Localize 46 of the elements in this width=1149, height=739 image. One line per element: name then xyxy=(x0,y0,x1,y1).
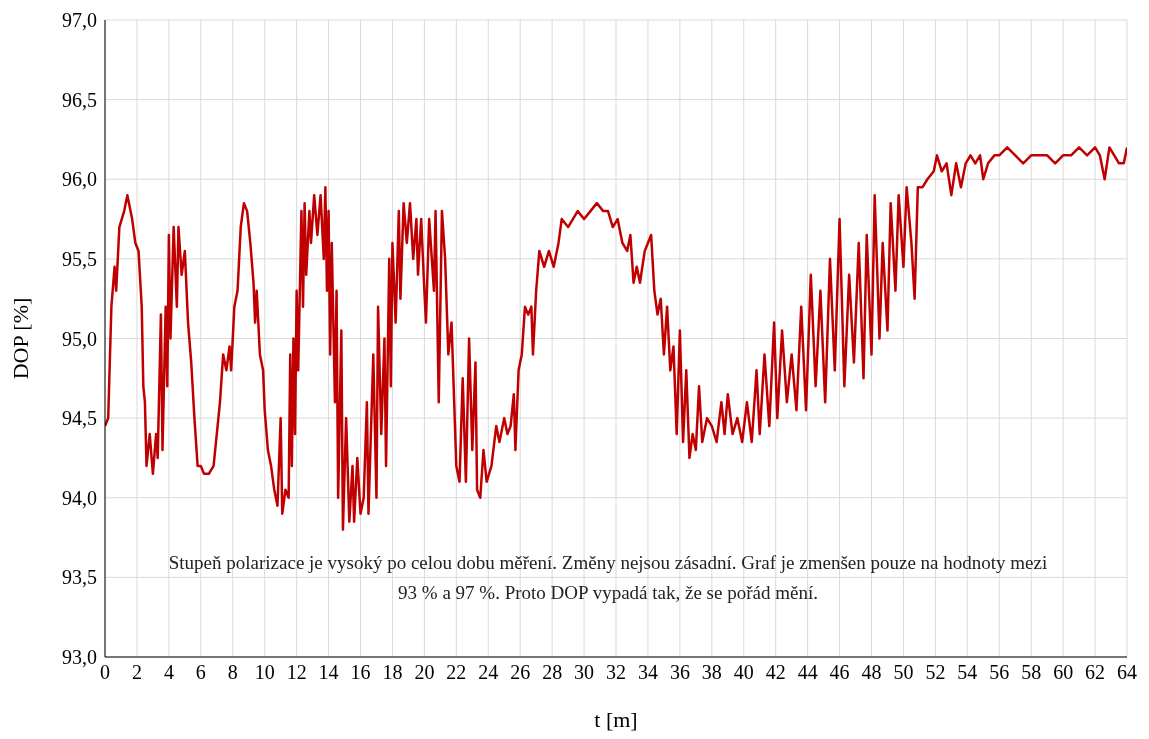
x-tick-label: 32 xyxy=(606,661,626,684)
x-tick-label: 36 xyxy=(669,661,690,684)
x-tick-label: 60 xyxy=(1053,661,1074,684)
x-tick-label: 56 xyxy=(989,661,1010,684)
x-tick-label: 44 xyxy=(797,661,818,684)
x-tick-label: 10 xyxy=(254,661,275,684)
y-tick-label: 93,5 xyxy=(62,566,97,589)
annotation: Stupeň polarizace je vysoký po celou dobu měření. Změny nejsou zásadní. Graf je zmenšen pouze na hodnoty mezi 93 % a 97 %. Proto DOP vypadá tak, že se pořád mění. xyxy=(167,551,1049,605)
y-axis-title: DOP [%] xyxy=(7,297,33,380)
y-tick-label: 96,5 xyxy=(62,88,97,111)
x-tick-label: 28 xyxy=(542,661,563,684)
x-tick-label: 22 xyxy=(446,661,467,684)
line-series xyxy=(105,146,1127,531)
x-axis-title: t [m] xyxy=(594,707,638,732)
x-tick-label: 18 xyxy=(382,661,403,684)
x-tick-label: 30 xyxy=(574,661,595,684)
x-tick-label: 8 xyxy=(227,661,238,684)
x-tick-label: 62 xyxy=(1085,661,1106,684)
x-tick-label: 26 xyxy=(510,661,531,684)
y-tick-label: 94,5 xyxy=(62,407,97,430)
x-tick-label: 46 xyxy=(829,661,850,684)
y-tick-label: 95,5 xyxy=(62,247,97,270)
x-tick-label: 52 xyxy=(925,661,946,684)
y-tick-label: 97,0 xyxy=(62,9,97,32)
x-tick-label: 40 xyxy=(733,661,754,684)
x-tick-label: 6 xyxy=(195,661,206,684)
x-tick-label: 50 xyxy=(893,661,914,684)
y-tick-label: 95,0 xyxy=(62,327,97,350)
x-tick-label: 34 xyxy=(637,661,658,684)
x-tick-label: 38 xyxy=(701,661,722,684)
x-tick-label: 12 xyxy=(286,661,307,684)
x-tick-label: 20 xyxy=(414,661,435,684)
x-tick-label: 2 xyxy=(131,661,142,684)
y-tick-label: 93,0 xyxy=(62,646,97,669)
x-tick-label: 24 xyxy=(478,661,499,684)
x-tick-label: 64 xyxy=(1117,661,1137,684)
x-tick-label: 58 xyxy=(1021,661,1042,684)
x-tick-label: 42 xyxy=(765,661,786,684)
y-tick-label: 96,0 xyxy=(62,168,97,191)
x-tick-label: 0 xyxy=(100,661,110,684)
y-tick-label: 94,0 xyxy=(62,486,97,509)
x-tick-label: 16 xyxy=(350,661,371,684)
x-tick-label: 14 xyxy=(318,661,339,684)
x-tick-label: 48 xyxy=(861,661,882,684)
x-tick-label: 54 xyxy=(957,661,978,684)
x-tick-label: 4 xyxy=(163,661,174,684)
